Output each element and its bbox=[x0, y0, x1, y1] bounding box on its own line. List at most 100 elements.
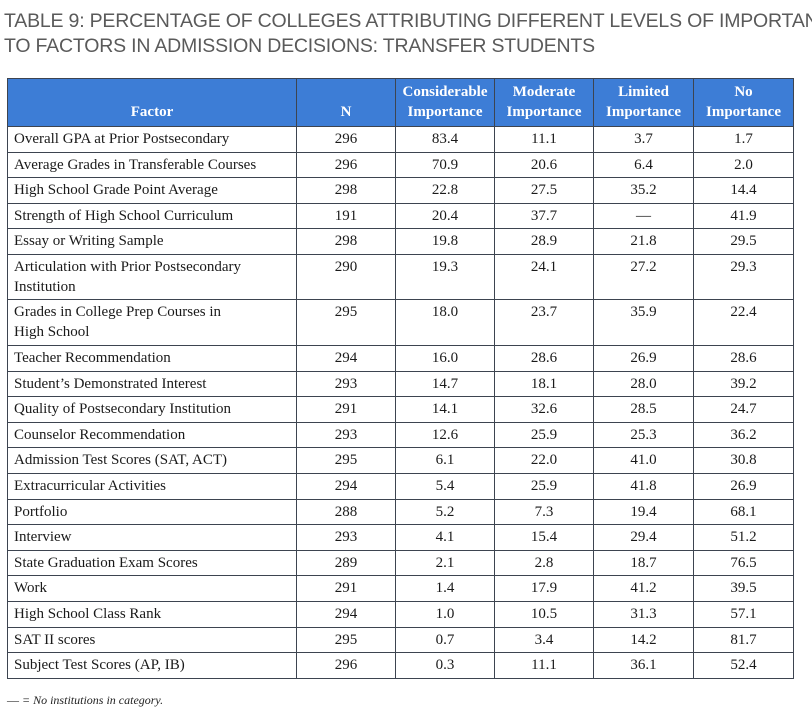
moderate-cell: 3.4 bbox=[494, 626, 594, 654]
table-row: Interview 293 4.1 15.4 29.4 51.2 bbox=[7, 524, 794, 551]
factor-cell: State Graduation Exam Scores bbox=[7, 549, 297, 577]
moderate-cell: 2.8 bbox=[494, 549, 594, 577]
table-row: Teacher Recommendation 294 16.0 28.6 26.… bbox=[7, 344, 794, 372]
factor-cell: Essay or Writing Sample bbox=[7, 228, 297, 255]
moderate-cell: 22.0 bbox=[494, 447, 594, 474]
table-row: Admission Test Scores (SAT, ACT) 295 6.1… bbox=[7, 447, 794, 474]
limited-cell: 26.9 bbox=[593, 344, 694, 372]
limited-cell: 29.4 bbox=[593, 524, 694, 551]
table-row: Subject Test Scores (AP, IB) 296 0.3 11.… bbox=[7, 652, 794, 679]
table-row: Portfolio 288 5.2 7.3 19.4 68.1 bbox=[7, 498, 794, 526]
limited-cell: 27.2 bbox=[593, 253, 694, 301]
moderate-cell: 15.4 bbox=[494, 524, 594, 551]
table-row: Extracurricular Activities 294 5.4 25.9 … bbox=[7, 472, 794, 500]
moderate-cell: 17.9 bbox=[494, 575, 594, 602]
n-cell: 298 bbox=[296, 177, 396, 204]
considerable-cell: 6.1 bbox=[395, 447, 495, 474]
table-row: Student’s Demonstrated Interest 293 14.7… bbox=[7, 370, 794, 398]
table-row: Grades in College Prep Courses in High Sc… bbox=[7, 299, 794, 346]
factor-cell: Strength of High School Curriculum bbox=[7, 202, 297, 230]
factor-cell: Teacher Recommendation bbox=[7, 344, 297, 372]
column-header-no-importance: No Importance bbox=[693, 78, 794, 127]
no-importance-cell: 29.3 bbox=[693, 253, 794, 301]
factor-cell: Articulation with Prior Postsecondary Ins… bbox=[7, 253, 297, 301]
n-cell: 291 bbox=[296, 575, 396, 602]
no-importance-cell: 51.2 bbox=[693, 524, 794, 551]
no-importance-cell: 2.0 bbox=[693, 151, 794, 179]
limited-cell: 6.4 bbox=[593, 151, 694, 179]
limited-cell: 31.3 bbox=[593, 600, 694, 628]
considerable-cell: 2.1 bbox=[395, 549, 495, 577]
considerable-cell: 18.0 bbox=[395, 299, 495, 346]
moderate-cell: 28.9 bbox=[494, 228, 594, 255]
no-importance-cell: 81.7 bbox=[693, 626, 794, 654]
limited-cell: 35.9 bbox=[593, 299, 694, 346]
considerable-cell: 20.4 bbox=[395, 202, 495, 230]
column-header-limited: Limited Importance bbox=[593, 78, 694, 127]
no-importance-cell: 41.9 bbox=[693, 202, 794, 230]
table-row: Overall GPA at Prior Postsecondary 296 8… bbox=[7, 126, 794, 153]
considerable-cell: 12.6 bbox=[395, 421, 495, 449]
considerable-cell: 5.2 bbox=[395, 498, 495, 526]
table-row: State Graduation Exam Scores 289 2.1 2.8… bbox=[7, 549, 794, 577]
no-importance-cell: 22.4 bbox=[693, 299, 794, 346]
factor-cell: Extracurricular Activities bbox=[7, 472, 297, 500]
no-importance-cell: 29.5 bbox=[693, 228, 794, 255]
factor-cell: Grades in College Prep Courses in High Sc… bbox=[7, 299, 297, 346]
considerable-cell: 0.7 bbox=[395, 626, 495, 654]
table-title: TABLE 9: PERCENTAGE OF COLLEGES ATTRIBUT… bbox=[4, 9, 812, 59]
table-header-row: Factor N Considerable Importance Moderate… bbox=[7, 78, 794, 127]
table-row: High School Grade Point Average 298 22.8… bbox=[7, 177, 794, 204]
table-row: SAT II scores 295 0.7 3.4 14.2 81.7 bbox=[7, 626, 794, 654]
considerable-cell: 19.8 bbox=[395, 228, 495, 255]
no-importance-cell: 39.2 bbox=[693, 370, 794, 398]
limited-cell: 28.5 bbox=[593, 396, 694, 423]
limited-cell: 14.2 bbox=[593, 626, 694, 654]
considerable-cell: 1.0 bbox=[395, 600, 495, 628]
considerable-cell: 19.3 bbox=[395, 253, 495, 301]
considerable-cell: 14.7 bbox=[395, 370, 495, 398]
moderate-cell: 25.9 bbox=[494, 421, 594, 449]
table-row: Articulation with Prior Postsecondary Ins… bbox=[7, 253, 794, 301]
factor-cell: Interview bbox=[7, 524, 297, 551]
moderate-cell: 24.1 bbox=[494, 253, 594, 301]
moderate-cell: 10.5 bbox=[494, 600, 594, 628]
no-importance-cell: 52.4 bbox=[693, 652, 794, 679]
moderate-cell: 25.9 bbox=[494, 472, 594, 500]
footnote-text: = No institutions in category. bbox=[19, 693, 164, 707]
no-importance-cell: 1.7 bbox=[693, 126, 794, 153]
moderate-cell: 23.7 bbox=[494, 299, 594, 346]
table-row: Counselor Recommendation 293 12.6 25.9 2… bbox=[7, 421, 794, 449]
factor-cell: Student’s Demonstrated Interest bbox=[7, 370, 297, 398]
limited-cell: — bbox=[593, 202, 694, 230]
n-cell: 191 bbox=[296, 202, 396, 230]
factor-cell: Counselor Recommendation bbox=[7, 421, 297, 449]
admission-factors-table: Factor N Considerable Importance Moderate… bbox=[7, 78, 794, 679]
moderate-cell: 28.6 bbox=[494, 344, 594, 372]
limited-cell: 41.2 bbox=[593, 575, 694, 602]
no-importance-cell: 28.6 bbox=[693, 344, 794, 372]
no-importance-cell: 14.4 bbox=[693, 177, 794, 204]
factor-cell: Subject Test Scores (AP, IB) bbox=[7, 652, 297, 679]
n-cell: 296 bbox=[296, 126, 396, 153]
considerable-cell: 1.4 bbox=[395, 575, 495, 602]
n-cell: 289 bbox=[296, 549, 396, 577]
n-cell: 293 bbox=[296, 370, 396, 398]
considerable-cell: 83.4 bbox=[395, 126, 495, 153]
moderate-cell: 11.1 bbox=[494, 652, 594, 679]
moderate-cell: 18.1 bbox=[494, 370, 594, 398]
considerable-cell: 22.8 bbox=[395, 177, 495, 204]
no-importance-cell: 26.9 bbox=[693, 472, 794, 500]
footnote-dash: — bbox=[7, 693, 19, 707]
moderate-cell: 37.7 bbox=[494, 202, 594, 230]
limited-cell: 41.0 bbox=[593, 447, 694, 474]
no-importance-cell: 39.5 bbox=[693, 575, 794, 602]
considerable-cell: 4.1 bbox=[395, 524, 495, 551]
n-cell: 298 bbox=[296, 228, 396, 255]
limited-cell: 36.1 bbox=[593, 652, 694, 679]
moderate-cell: 11.1 bbox=[494, 126, 594, 153]
n-cell: 296 bbox=[296, 151, 396, 179]
no-importance-cell: 36.2 bbox=[693, 421, 794, 449]
table-row: Quality of Postsecondary Institution 291… bbox=[7, 396, 794, 423]
column-header-n: N bbox=[296, 78, 396, 127]
